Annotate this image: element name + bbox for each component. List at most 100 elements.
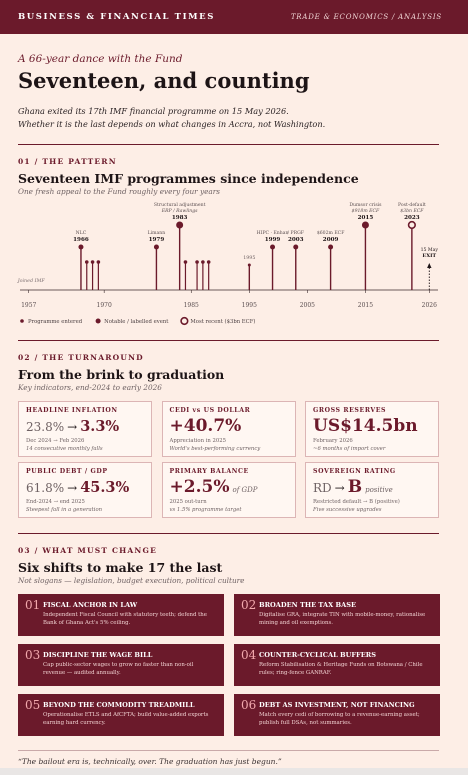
event-year: 2003 xyxy=(288,237,304,243)
section-subtitle: Not slogans — legislation, budget execut… xyxy=(18,576,245,585)
shift-number: 04 xyxy=(241,648,257,662)
card-figure: +2.5% of GDP xyxy=(170,477,258,497)
x-tick-label: 1995 xyxy=(242,302,257,309)
card-label: HEADLINE INFLATION xyxy=(26,407,118,414)
card-label: CEDI vs US DOLLAR xyxy=(169,407,251,414)
indicator-card: GROSS RESERVES US$14.5bn February 2026 ~6 m… xyxy=(305,401,439,457)
figure-part: +2.5% xyxy=(169,477,230,497)
shift-title: BEYOND THE COMMODITY TREADMILL xyxy=(43,701,195,709)
figure-part: 45.3% xyxy=(80,479,130,496)
card-label: PUBLIC DEBT / GDP xyxy=(26,468,108,475)
programme-dot xyxy=(183,260,188,264)
timeline-chart: 1957 1970 1985 1995 2005 2015 2026 Joined IMF 19… xyxy=(17,202,439,326)
section-subtitle: Key indicators, end-2024 to early 2026 xyxy=(18,383,162,392)
event-caption: Post-default xyxy=(398,202,426,208)
event-dot xyxy=(293,244,299,250)
rule xyxy=(18,750,439,751)
exit-caption: EXIT xyxy=(422,253,436,259)
exit-caption: 15 May xyxy=(421,247,439,253)
event-year: 1999 xyxy=(265,237,281,243)
programme-dot xyxy=(84,260,89,264)
legend-swatch xyxy=(180,316,189,326)
card-figure: 61.8% → 45.3% xyxy=(26,477,129,496)
card-note: February 2026 xyxy=(313,438,353,444)
deck: Ghana exited its 17th IMF financial prog… xyxy=(18,106,289,116)
shift-body: Operationalise ETLS and AfCFTA; build va… xyxy=(43,712,209,726)
masthead-title: BUSINESS & FINANCIAL TIMES xyxy=(18,12,215,22)
programme-dot xyxy=(206,260,211,264)
figure-part: 3.3% xyxy=(80,418,120,435)
figure-part: 23.8% xyxy=(26,420,65,434)
event-caption: $602m ECF xyxy=(317,230,345,236)
programme-dot xyxy=(90,260,95,264)
pull-quote: “The bailout era is, technically, over. … xyxy=(18,757,282,766)
event-year: 2009 xyxy=(323,237,339,243)
section-label: 02 / THE TURNAROUND xyxy=(18,353,144,362)
event-year: 1979 xyxy=(149,237,165,243)
event-year: 1983 xyxy=(172,215,188,221)
deck: Whether it is the last depends on what c… xyxy=(18,119,326,129)
card-label: SOVEREIGN RATING xyxy=(313,468,396,475)
event-caption: Dumsor crisis xyxy=(349,202,382,208)
shift-body: Reform Stabilisation & Heritage Funds on… xyxy=(259,662,423,676)
card-note: Steepest fall in a generation xyxy=(26,507,103,513)
event-dot xyxy=(176,221,184,229)
legend-label: Notable / labelled event xyxy=(104,319,169,325)
legend-label: Most recent ($3bn ECF) xyxy=(190,318,255,325)
shift-body: Digitalise GRA, integrate TIN with mobil… xyxy=(259,612,426,626)
card-note: End-2024 → end 2025 xyxy=(26,499,85,505)
section-title: Six shifts to make 17 the last xyxy=(18,560,223,575)
event-year: 2015 xyxy=(358,215,374,221)
event-dot xyxy=(361,221,369,229)
section-subtitle: One fresh appeal to the Fund roughly eve… xyxy=(18,187,221,196)
event-caption: HIPC · Enhan xyxy=(257,230,289,236)
indicator-card: CEDI vs US DOLLAR +40.7% Appreciation in 2… xyxy=(161,401,296,457)
shift-card: 04 COUNTER-CYCLICAL BUFFERS Reform Stabili… xyxy=(234,644,440,686)
card-figure: +40.7% xyxy=(170,416,242,436)
shift-card: 05 BEYOND THE COMMODITY TREADMILL Operatio… xyxy=(18,694,224,736)
shift-title: BROADEN THE TAX BASE xyxy=(259,601,356,609)
card-figure: 23.8% → 3.3% xyxy=(26,416,119,435)
shift-title: DEBT AS INVESTMENT, NOT FINANCING xyxy=(259,701,415,709)
shift-number: 02 xyxy=(241,598,257,612)
card-note: ~6 months of import cover xyxy=(313,446,386,452)
event-dot xyxy=(153,244,159,250)
figure-part: RD xyxy=(313,481,332,495)
rule xyxy=(18,340,439,341)
figure-part: B xyxy=(347,477,363,497)
card-note: Five successive upgrades xyxy=(313,507,382,513)
x-tick-label: 2005 xyxy=(300,302,315,309)
figure-part: → xyxy=(67,481,78,495)
figure-part: of GDP xyxy=(232,486,258,494)
indicator-card: PUBLIC DEBT / GDP 61.8% → 45.3% End-2024 → e… xyxy=(18,462,152,518)
card-note: Restricted default → B (positive) xyxy=(313,499,400,505)
figure-part: positive xyxy=(365,486,393,494)
x-tick-label: 2015 xyxy=(358,302,373,309)
event-caption: ERP / Rawlings xyxy=(161,208,198,214)
card-note: Appreciation in 2025 xyxy=(169,438,226,444)
event-dot xyxy=(247,263,251,267)
event-dot xyxy=(328,244,334,250)
x-tick-label: 1985 xyxy=(184,302,199,309)
figure-part: → xyxy=(67,420,78,434)
card-figure: US$14.5bn xyxy=(313,416,418,436)
x-tick-label: 1970 xyxy=(97,302,112,309)
event-year: 2023 xyxy=(404,215,420,221)
legend-swatch xyxy=(95,318,101,324)
event-caption: $3bn ECF xyxy=(400,208,424,214)
shift-card: 01 FISCAL ANCHOR IN LAW Independent Fiscal… xyxy=(18,594,224,636)
shift-card: 02 BROADEN THE TAX BASE Digitalise GRA, in… xyxy=(234,594,440,636)
exit-arrow xyxy=(427,263,432,268)
indicator-card: PRIMARY BALANCE +2.5% of GDP 2025 out-turn v… xyxy=(161,462,296,518)
event-caption: NLC xyxy=(76,230,87,236)
card-note: Dec 2024 → Feb 2026 xyxy=(26,438,85,444)
figure-part: → xyxy=(334,481,345,495)
shift-title: DISCIPLINE THE WAGE BILL xyxy=(43,651,153,659)
shift-body: Independent Fiscal Council with statutor… xyxy=(43,612,207,626)
masthead-section: TRADE & ECONOMICS / ANALYSIS xyxy=(290,13,442,21)
rule xyxy=(18,144,439,145)
event-year: 1966 xyxy=(73,237,89,243)
rule xyxy=(18,533,439,534)
